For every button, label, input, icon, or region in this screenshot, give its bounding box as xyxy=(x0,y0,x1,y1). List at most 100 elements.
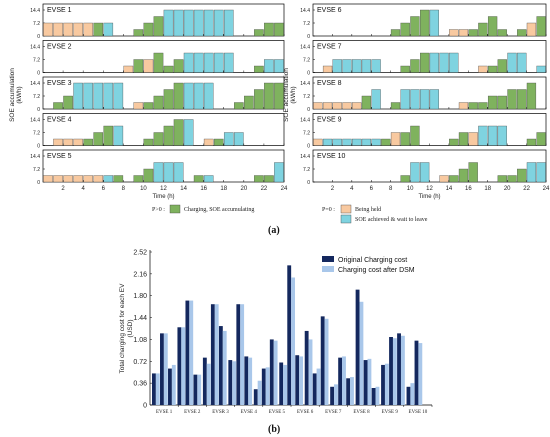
bar-after-dsm xyxy=(308,339,313,405)
soe-bar xyxy=(371,89,381,110)
soe-bar xyxy=(342,102,352,110)
y-tick-label: 2.16 xyxy=(133,271,147,278)
soe-bar xyxy=(113,175,124,183)
y-axis-label-line: (USD) xyxy=(127,319,134,337)
y-tick-label: 14.4 xyxy=(30,117,40,123)
x-tick-label: 4 xyxy=(350,186,354,192)
soe-bar xyxy=(410,125,420,146)
soe-bar xyxy=(193,9,204,37)
legend-swatch-original xyxy=(322,256,334,262)
soe-bar xyxy=(63,95,73,110)
soe-bar xyxy=(173,162,184,183)
soe-bar xyxy=(449,175,459,183)
x-tick-label: 10 xyxy=(407,186,414,192)
bar-after-dsm xyxy=(155,373,160,405)
x-tick-label: 22 xyxy=(523,186,530,192)
soe-bar xyxy=(53,22,63,37)
y-tick-label: 0 xyxy=(307,107,310,113)
evse-name: EVSE 1 xyxy=(47,7,72,14)
bar-original xyxy=(338,357,343,405)
bar-after-dsm xyxy=(273,340,278,405)
y-tick-label: 0 xyxy=(307,34,310,40)
soe-bar xyxy=(73,138,83,146)
soe-bar xyxy=(213,9,224,37)
soe-bar xyxy=(468,102,478,110)
legend-swatch-charging xyxy=(169,204,181,214)
soe-bar xyxy=(143,168,154,183)
evse-frame xyxy=(42,3,285,37)
soe-bar xyxy=(410,89,420,110)
soe-bar xyxy=(487,125,498,146)
soe-bar xyxy=(173,59,184,73)
soe-bar xyxy=(468,132,478,146)
evse-axes: EVSE 7 0 7.2 14.4 xyxy=(300,40,547,76)
soe-bar xyxy=(332,59,342,73)
soe-bar xyxy=(193,82,204,110)
soe-bar xyxy=(274,59,284,73)
bar-original xyxy=(210,304,215,405)
legend-swatch-held xyxy=(340,204,352,214)
soe-bar xyxy=(143,138,154,146)
evse-name: EVSE 5 xyxy=(47,153,72,160)
soe-bar xyxy=(497,29,507,37)
soe-bar xyxy=(487,65,498,73)
y-axis-label-line: SOE accumulation xyxy=(283,68,290,122)
soe-bar xyxy=(83,175,93,183)
bar-original xyxy=(261,368,266,405)
evse-name: EVSE 2 xyxy=(47,44,72,51)
soe-bar xyxy=(322,138,333,146)
x-tick-label: 2 xyxy=(61,186,65,192)
soe-bar xyxy=(468,162,478,183)
y-tick-label: 0 xyxy=(307,143,310,149)
soe-bar xyxy=(352,138,362,146)
evse-name: EVSE 8 xyxy=(317,80,342,87)
bar-after-dsm xyxy=(342,356,346,405)
evse-frame xyxy=(42,40,285,73)
bar-after-dsm xyxy=(232,361,237,405)
bar-original xyxy=(287,265,292,405)
evse-frame xyxy=(312,113,547,146)
x-tick-label: 22 xyxy=(261,186,268,192)
soe-bar xyxy=(183,82,194,110)
evse-frame xyxy=(42,76,285,110)
y-tick-label: 0 xyxy=(37,70,40,76)
bar-after-dsm xyxy=(171,364,176,405)
soe-bar xyxy=(381,138,391,146)
soe-bar xyxy=(163,162,174,183)
soe-bar xyxy=(123,65,134,73)
soe-bar xyxy=(173,9,184,37)
y-tick-label: 0 xyxy=(37,143,40,149)
legend-label-after-dsm: Charging cost after DSM xyxy=(338,267,415,274)
bar-original xyxy=(177,327,182,405)
evse-name: EVSE 4 xyxy=(47,117,72,124)
soe-bar xyxy=(420,162,430,183)
y-tick-label: 14.4 xyxy=(300,154,310,160)
soe-bar xyxy=(163,125,174,146)
soe-bar xyxy=(93,22,104,37)
y-axis-label: SOE accumulation(kWh) xyxy=(9,68,23,122)
soe-bar xyxy=(153,16,164,37)
category-label: EVSE 1 xyxy=(156,410,173,415)
soe-bar xyxy=(458,102,469,110)
soe-bar xyxy=(517,29,527,37)
bar-after-dsm xyxy=(400,335,405,405)
soe-bar xyxy=(63,22,73,37)
soe-bar xyxy=(133,29,144,37)
evse-axes: EVSE 3 0 7.2 14.4 xyxy=(30,76,285,113)
soe-bar xyxy=(497,95,507,110)
bar-after-dsm xyxy=(181,327,186,405)
soe-bar xyxy=(234,102,244,110)
legend-swatch-after-dsm xyxy=(322,266,334,272)
soe-bar xyxy=(371,138,381,146)
soe-bar xyxy=(274,162,284,183)
soe-bar xyxy=(400,132,410,146)
y-axis-label-line: (kWh) xyxy=(16,86,23,103)
soe-bar xyxy=(410,16,420,37)
bar-original xyxy=(193,374,198,405)
bar-original xyxy=(346,378,351,405)
soe-bar xyxy=(487,16,498,37)
soe-bar xyxy=(163,89,174,110)
soe-bar xyxy=(410,59,420,73)
y-tick-label: 0 xyxy=(37,180,40,186)
bar-original xyxy=(363,360,368,405)
